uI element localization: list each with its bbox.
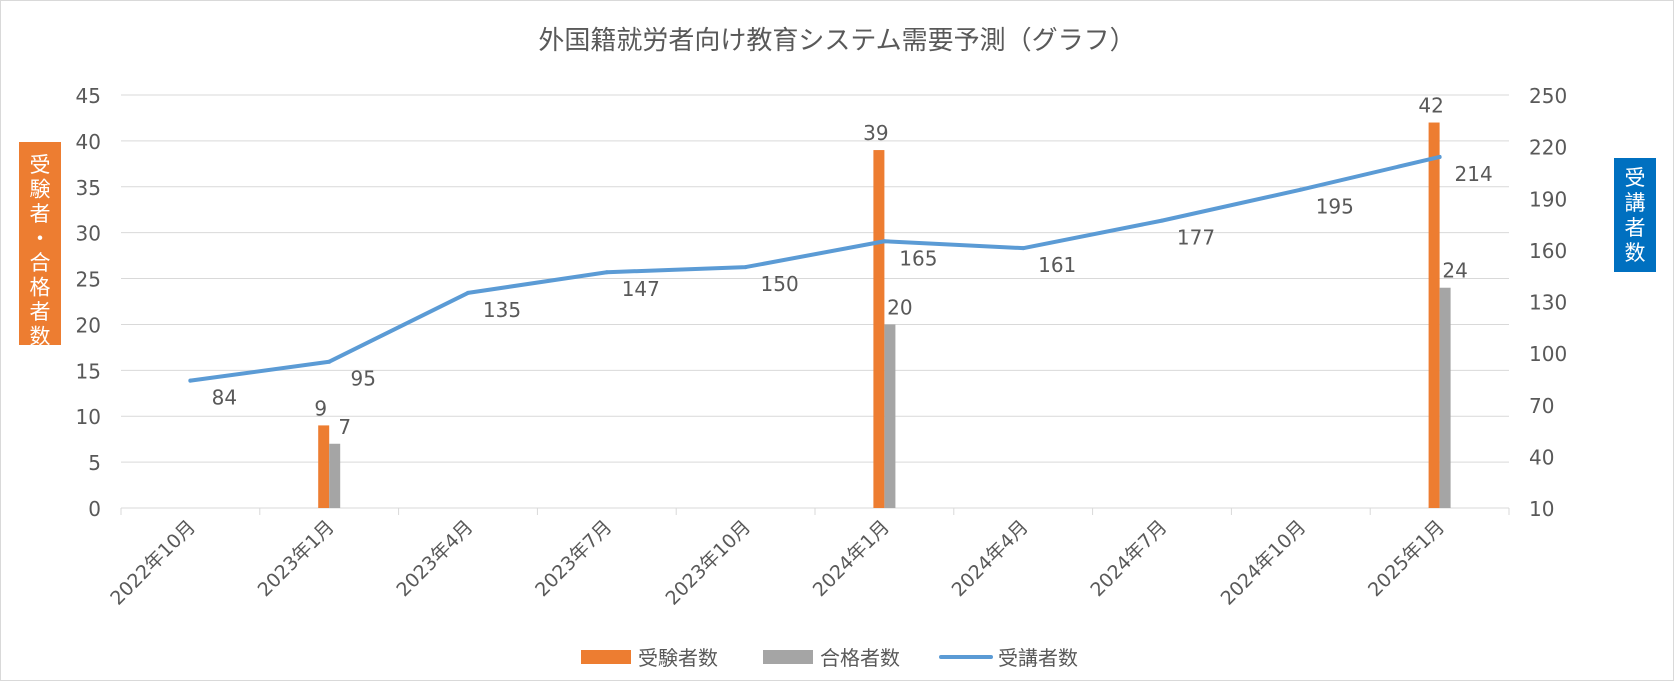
right-tick-label-1: 40 [1529, 445, 1554, 469]
line-series-students [188, 154, 1442, 383]
line-label-0: 84 [212, 386, 237, 410]
left-tick-label-5: 25 [76, 268, 101, 292]
right-axis-title-badge [1614, 158, 1656, 272]
bar-label-1-1: 7 [338, 415, 351, 439]
legend-item-students: 受講者数 [939, 646, 1078, 670]
right-tick-label-8: 250 [1529, 84, 1567, 108]
data-label-layer: 9 39 42 7 20 24 84 95 135 147 150 165 161 177 195 214 [212, 94, 1493, 439]
x-tick-label-7: 2024年7月 [1086, 516, 1171, 601]
legend-label-exam-takers: 受験者数 [638, 646, 718, 670]
left-axis-title-badge [19, 142, 61, 345]
line-point-8 [1298, 187, 1303, 192]
left-tick-label-7: 35 [76, 176, 101, 200]
line-point-4 [743, 265, 748, 270]
line-point-7 [1160, 218, 1164, 223]
bar-label-1-9: 24 [1442, 259, 1467, 283]
legend: 受験者数 合格者数 受講者数 [581, 646, 1078, 670]
bar-0-9 [1428, 122, 1440, 509]
legend-swatch-exam-takers [581, 650, 631, 664]
line-label-8: 195 [1316, 195, 1354, 219]
left-tick-label-0: 0 [88, 497, 101, 521]
left-tick-label-9: 45 [76, 84, 101, 108]
right-tick-label-6: 190 [1529, 187, 1567, 211]
x-tick-label-9: 2025年1月 [1364, 516, 1449, 601]
line-point-0 [188, 378, 193, 383]
legend-label-passers: 合格者数 [820, 646, 900, 670]
x-tick-label-2: 2023年4月 [392, 516, 477, 601]
line-label-5: 165 [899, 246, 937, 270]
line-label-4: 150 [761, 272, 799, 296]
bar-label-0-5: 39 [863, 121, 888, 145]
bar-label-0-1: 9 [314, 396, 327, 420]
right-axis-ticks: 10 40 70 100 130 160 190 220 250 [1529, 84, 1567, 521]
line-point-3 [604, 270, 609, 275]
x-axis-ticks: 2022年10月 2023年1月 2023年4月 2023年7月 2023年10月 202… [106, 508, 1510, 610]
bar-1-5 [884, 324, 896, 508]
left-tick-label-6: 30 [76, 222, 101, 246]
bar-label-0-9: 42 [1418, 94, 1443, 118]
x-tick-label-6: 2024年4月 [948, 516, 1033, 601]
right-axis-title-text: 受講者数 [1625, 166, 1646, 265]
line-point-1 [327, 359, 332, 364]
right-tick-label-2: 70 [1529, 394, 1554, 418]
left-axis-title: 受験者・合格者数 [19, 142, 61, 349]
left-tick-label-8: 40 [76, 130, 101, 154]
line-point-5 [882, 239, 887, 244]
bar-1-9 [1439, 287, 1451, 508]
bar-0-5 [873, 150, 885, 509]
grid-layer [121, 94, 1509, 509]
x-tick-label-8: 2024年10月 [1217, 516, 1311, 610]
line-label-9: 214 [1455, 162, 1493, 186]
right-tick-label-0: 10 [1529, 497, 1554, 521]
legend-label-students: 受講者数 [998, 646, 1078, 670]
bar-1-1 [329, 443, 341, 508]
x-tick-label-4: 2023年10月 [661, 516, 755, 610]
left-tick-label-3: 15 [76, 359, 101, 383]
x-tick-label-0: 2022年10月 [106, 516, 200, 610]
left-axis-ticks: 0 5 10 15 20 25 30 35 40 45 [76, 84, 101, 521]
legend-item-exam-takers: 受験者数 [581, 646, 718, 670]
bar-0-1 [318, 425, 330, 508]
legend-item-passers: 合格者数 [763, 646, 900, 670]
line-label-6: 161 [1038, 253, 1076, 277]
legend-swatch-passers [763, 650, 813, 664]
right-tick-label-3: 100 [1529, 342, 1567, 366]
right-tick-label-4: 130 [1529, 291, 1567, 315]
bar-label-1-5: 20 [887, 295, 912, 319]
line-point-2 [466, 290, 470, 295]
left-tick-label-2: 10 [76, 405, 101, 429]
left-tick-label-4: 20 [76, 313, 101, 337]
x-tick-label-5: 2024年1月 [809, 516, 894, 601]
left-tick-label-1: 5 [88, 451, 101, 475]
line-point-6 [1021, 246, 1026, 251]
x-tick-label-3: 2023年7月 [531, 516, 616, 601]
line-label-7: 177 [1177, 226, 1215, 250]
x-tick-label-1: 2023年1月 [254, 516, 339, 601]
line-layer [188, 154, 1442, 383]
left-axis-title-text: 受験者・合格者数 [30, 153, 51, 349]
line-label-1: 95 [350, 367, 375, 391]
right-axis-title: 受講者数 [1614, 158, 1656, 272]
right-tick-label-5: 160 [1529, 239, 1567, 263]
chart-title: 外国籍就労者向け教育システム需要予測（グラフ） [538, 26, 1135, 56]
right-tick-label-7: 220 [1529, 136, 1567, 160]
bar-layer [318, 122, 1451, 509]
line-point-9 [1437, 154, 1442, 159]
line-label-2: 135 [483, 298, 521, 322]
line-label-3: 147 [622, 277, 660, 301]
